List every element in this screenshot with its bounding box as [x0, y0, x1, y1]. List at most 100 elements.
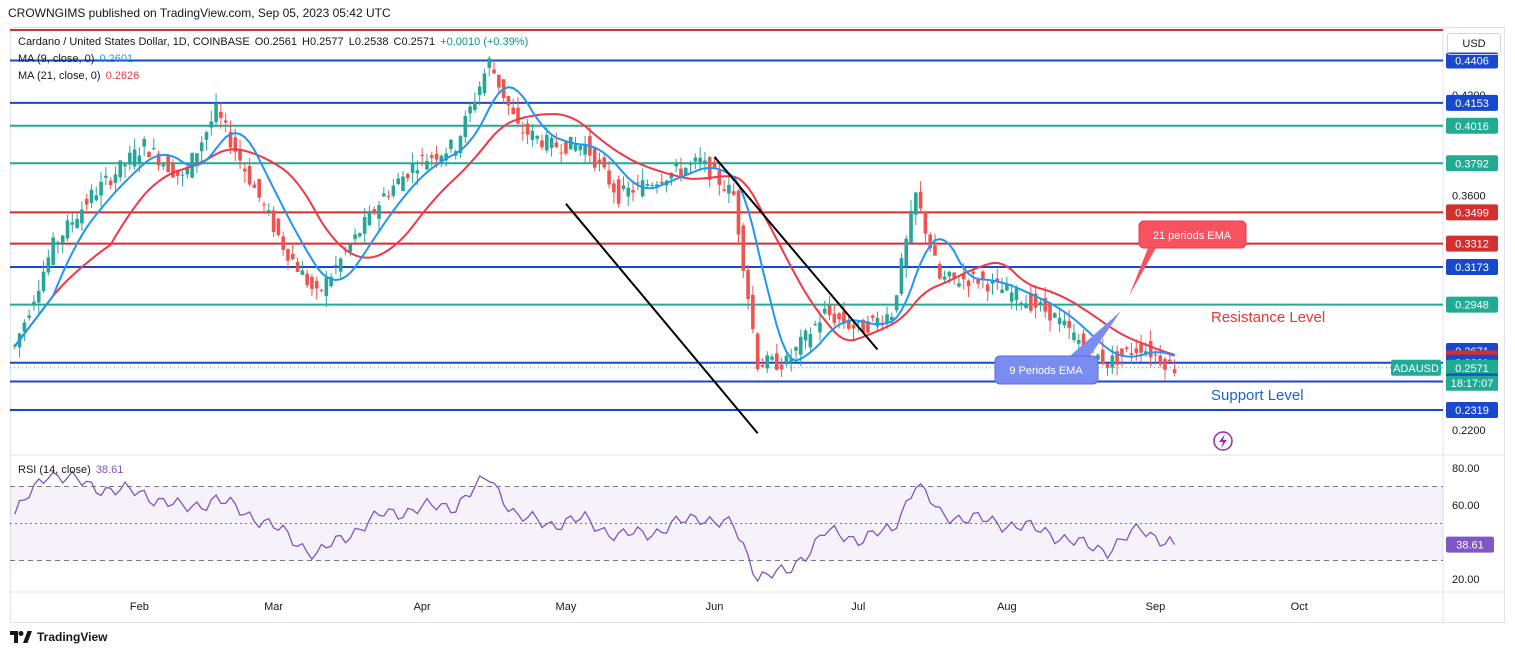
candle-body	[751, 294, 755, 330]
candle-body	[401, 176, 405, 192]
candle-body	[995, 278, 1000, 282]
legend-high: H0.2577	[302, 36, 344, 48]
candle-body	[564, 142, 568, 154]
month-tick-aug: Aug	[997, 601, 1017, 613]
candle-body	[870, 315, 875, 318]
candle-body	[482, 73, 487, 94]
tradingview-footer[interactable]: TradingView	[10, 630, 107, 644]
candle-body	[391, 185, 396, 196]
candle-body	[420, 154, 424, 156]
candle-body	[1096, 354, 1100, 360]
candle-body	[449, 139, 453, 149]
candle-body	[851, 324, 856, 329]
candle-body	[779, 364, 784, 370]
candle-body	[434, 153, 439, 160]
candle-body	[429, 155, 434, 158]
candle-body	[199, 142, 204, 152]
annotation-ema9-text: 9 Periods EMA	[1009, 365, 1083, 377]
candle-body	[650, 184, 655, 186]
candle-body	[1129, 353, 1134, 355]
candle-body	[592, 148, 597, 168]
candle-body	[372, 209, 377, 213]
candle-body	[717, 170, 722, 185]
candle-body	[425, 160, 429, 170]
candle-body	[875, 317, 880, 327]
candle-body	[846, 319, 851, 329]
candle-body	[669, 172, 674, 179]
price-tag-2	[1446, 117, 1498, 134]
lightning-icon	[1213, 431, 1233, 451]
rsi-value-tag	[1446, 536, 1494, 553]
price-tag-label-2: 0.4016	[1455, 121, 1489, 133]
candle-body	[890, 316, 894, 321]
candle-body	[712, 161, 717, 169]
candle-body	[1014, 288, 1019, 301]
chart-frame	[10, 27, 1505, 623]
candle-body	[703, 160, 707, 165]
price-tag-5	[1446, 235, 1498, 252]
candle-body	[468, 106, 472, 114]
legend-ma21[interactable]: MA (21, close, 0) 0.2626	[18, 70, 139, 82]
candle-body	[70, 222, 75, 225]
candle-body	[319, 289, 324, 291]
month-tick-feb: Feb	[130, 601, 149, 613]
rsi-tick-label: 20.00	[1452, 574, 1480, 586]
candle-body	[487, 58, 492, 68]
price-tag-label-0: 0.4406	[1455, 55, 1489, 67]
candle-body	[329, 276, 333, 287]
candle-body	[731, 191, 736, 195]
candle-body	[1110, 355, 1115, 368]
legend-low: L0.2538	[348, 36, 389, 48]
candle-body	[405, 173, 410, 179]
legend-main[interactable]: Cardano / United States Dollar, 1D, COIN…	[18, 36, 528, 48]
candle-body	[89, 189, 94, 203]
candle-body	[358, 233, 362, 237]
month-tick-may: May	[556, 601, 577, 613]
candle-body	[113, 174, 118, 183]
annotation-ema9-box	[994, 355, 1099, 385]
candle-body	[60, 235, 65, 243]
price-tag-13	[1446, 401, 1498, 418]
candle-body	[1124, 347, 1129, 350]
candle-body	[981, 271, 985, 280]
legend-rsi[interactable]: RSI (14, close) 38.61	[18, 464, 123, 476]
legend-ma9[interactable]: MA (9, close, 0) 0.2601	[18, 53, 133, 65]
candle-body	[602, 157, 607, 168]
candle-body	[544, 134, 549, 151]
candle-body	[286, 249, 290, 261]
candle-body	[746, 270, 750, 300]
candle-body	[506, 96, 511, 106]
candle-body	[760, 364, 765, 367]
candle-body	[27, 315, 31, 318]
candle-body	[243, 168, 247, 172]
candle-body	[262, 204, 266, 206]
candle-body	[722, 189, 726, 191]
price-tag-label-5: 0.3312	[1455, 239, 1489, 251]
currency-button[interactable]: USD	[1447, 33, 1501, 55]
candle-body	[439, 155, 444, 164]
candle-body	[123, 164, 127, 167]
candle-body	[223, 120, 228, 123]
month-tick-sep: Sep	[1146, 601, 1166, 613]
annotation-ema21-pointer	[1129, 248, 1156, 296]
candle-body	[343, 250, 348, 252]
candle-body	[775, 353, 779, 370]
candle-body	[444, 153, 448, 161]
candle-body	[1148, 341, 1153, 358]
candle-body	[463, 115, 468, 138]
candle-body	[1067, 320, 1071, 328]
candle-body	[80, 209, 84, 224]
candle-body	[497, 74, 501, 88]
candle-body	[842, 311, 846, 324]
candle-body	[377, 205, 381, 219]
legend-symbol: Cardano / United States Dollar, 1D, COIN…	[18, 36, 250, 48]
price-tag-label-1: 0.4153	[1455, 98, 1489, 110]
candle-body	[458, 136, 463, 153]
price-tag-7	[1446, 296, 1498, 313]
candle-body	[353, 234, 357, 240]
candle-body	[281, 236, 285, 250]
candle-body	[583, 144, 587, 155]
annotation-ema21-box	[1138, 220, 1247, 249]
candle-body	[175, 170, 180, 176]
